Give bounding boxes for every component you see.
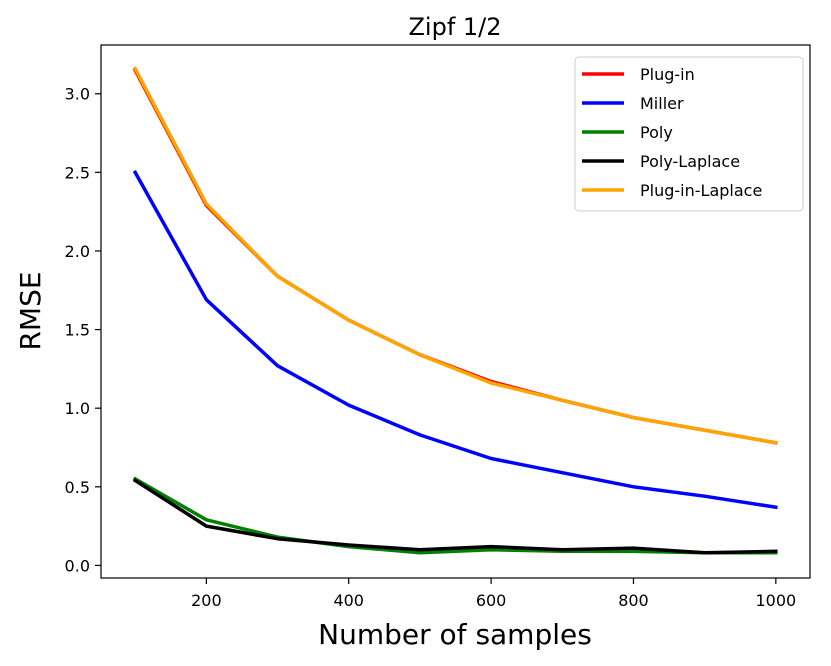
x-axis: 200 400 600 800 1000 bbox=[191, 578, 796, 610]
y-tick-label: 0.0 bbox=[65, 556, 90, 575]
x-tick-label: 800 bbox=[618, 591, 649, 610]
legend: Plug-in Miller Poly Poly-Laplace Plug-in-Lap… bbox=[574, 56, 804, 212]
series-line-poly bbox=[132, 476, 778, 555]
legend-label: Poly bbox=[640, 123, 673, 142]
y-tick-label: 1.5 bbox=[65, 321, 90, 340]
plot-area bbox=[100, 44, 811, 579]
y-tick-label: 0.5 bbox=[65, 478, 90, 497]
legend-label: Plug-in bbox=[640, 65, 695, 84]
series-line-plug-in-laplace bbox=[132, 66, 778, 445]
x-axis-label: Number of samples bbox=[318, 618, 592, 651]
legend-label: Poly-Laplace bbox=[640, 152, 740, 171]
legend-label: Plug-in-Laplace bbox=[640, 181, 762, 200]
series-line-poly-laplace bbox=[132, 478, 778, 555]
y-tick-label: 2.0 bbox=[65, 242, 90, 261]
series-line-miller bbox=[132, 170, 778, 510]
x-tick-label: 1000 bbox=[755, 591, 796, 610]
x-tick-label: 400 bbox=[333, 591, 364, 610]
y-axis-label: RMSE bbox=[14, 271, 47, 350]
chart-title: Zipf 1/2 bbox=[408, 13, 501, 41]
y-tick-label: 3.0 bbox=[65, 85, 90, 104]
y-axis: 0.0 0.5 1.0 1.5 2.0 2.5 3.0 bbox=[65, 85, 101, 575]
y-tick-label: 1.0 bbox=[65, 399, 90, 418]
x-tick-label: 600 bbox=[476, 591, 507, 610]
legend-label: Miller bbox=[640, 94, 684, 113]
legend-frame bbox=[574, 56, 804, 212]
x-tick-label: 200 bbox=[191, 591, 222, 610]
series-lines bbox=[132, 66, 778, 555]
y-tick-label: 2.5 bbox=[65, 163, 90, 182]
